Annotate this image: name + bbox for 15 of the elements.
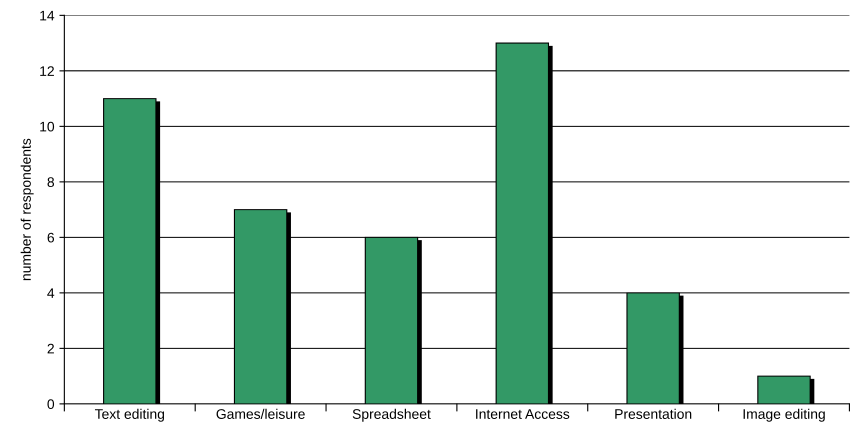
x-tick-label: Spreadsheet bbox=[352, 408, 431, 422]
y-tick-label: 6 bbox=[48, 232, 54, 243]
y-tick-label: 10 bbox=[40, 122, 54, 132]
x-tick-label: Internet Access bbox=[476, 409, 570, 419]
y-tick-label: 4 bbox=[47, 288, 54, 298]
x-tick-label: Games/leisure bbox=[216, 408, 305, 419]
y-tick-label: 12 bbox=[40, 66, 54, 76]
x-tick-label: Text editing bbox=[94, 408, 164, 422]
y-tick-label: 8 bbox=[48, 177, 54, 188]
y-tick-label: 2 bbox=[48, 344, 54, 354]
y-tick-label: 0 bbox=[47, 399, 54, 410]
x-tick-label: Presentation bbox=[615, 408, 692, 419]
y-tick-label: 14 bbox=[40, 10, 54, 20]
y-axis-title: number of respondents bbox=[20, 138, 34, 280]
x-tick-label: Image editing bbox=[744, 408, 825, 422]
